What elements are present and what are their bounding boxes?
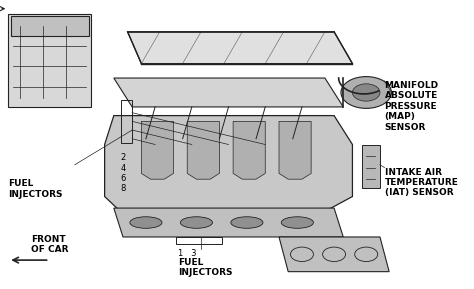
Polygon shape [128, 32, 353, 64]
Polygon shape [114, 208, 343, 237]
Ellipse shape [180, 217, 212, 228]
Text: FUEL
INJECTORS: FUEL INJECTORS [8, 179, 63, 199]
Bar [176, 237, 222, 244]
Circle shape [341, 77, 392, 108]
Text: MANIFOLD
ABSOLUTE
PRESSURE
(MAP)
SENSOR: MANIFOLD ABSOLUTE PRESSURE (MAP) SENSOR [384, 81, 438, 131]
Polygon shape [279, 121, 311, 179]
Polygon shape [279, 237, 389, 272]
Text: 1   3: 1 3 [178, 249, 197, 257]
Polygon shape [141, 121, 173, 179]
Polygon shape [233, 121, 265, 179]
Ellipse shape [231, 217, 263, 228]
Bar [144, 139, 151, 146]
Circle shape [353, 84, 380, 101]
Text: INTAKE AIR
TEMPERATURE
(IAT) SENSOR: INTAKE AIR TEMPERATURE (IAT) SENSOR [384, 168, 458, 197]
Text: FUEL
INJECTORS: FUEL INJECTORS [178, 258, 233, 277]
Bar [217, 139, 224, 146]
Ellipse shape [281, 217, 313, 228]
Polygon shape [114, 78, 343, 107]
Text: 2
4
6
8: 2 4 6 8 [121, 153, 126, 193]
Bar [291, 139, 297, 146]
Bar [121, 100, 132, 143]
Bar [10, 16, 89, 36]
Bar [8, 14, 91, 107]
Bar [254, 139, 261, 146]
Ellipse shape [130, 217, 162, 228]
Polygon shape [187, 121, 219, 179]
Polygon shape [105, 116, 353, 231]
Bar [180, 139, 187, 146]
Text: FRONT
OF CAR: FRONT OF CAR [31, 235, 69, 254]
Polygon shape [362, 144, 380, 188]
